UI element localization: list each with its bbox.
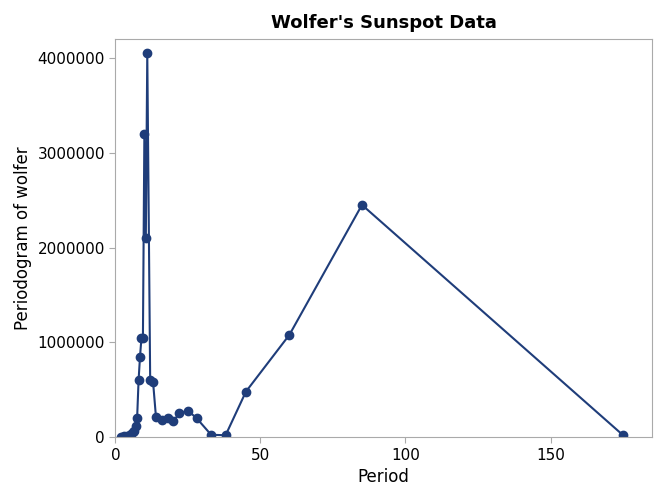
- Title: Wolfer's Sunspot Data: Wolfer's Sunspot Data: [271, 14, 497, 32]
- X-axis label: Period: Period: [358, 468, 410, 486]
- Y-axis label: Periodogram of wolfer: Periodogram of wolfer: [14, 146, 32, 330]
